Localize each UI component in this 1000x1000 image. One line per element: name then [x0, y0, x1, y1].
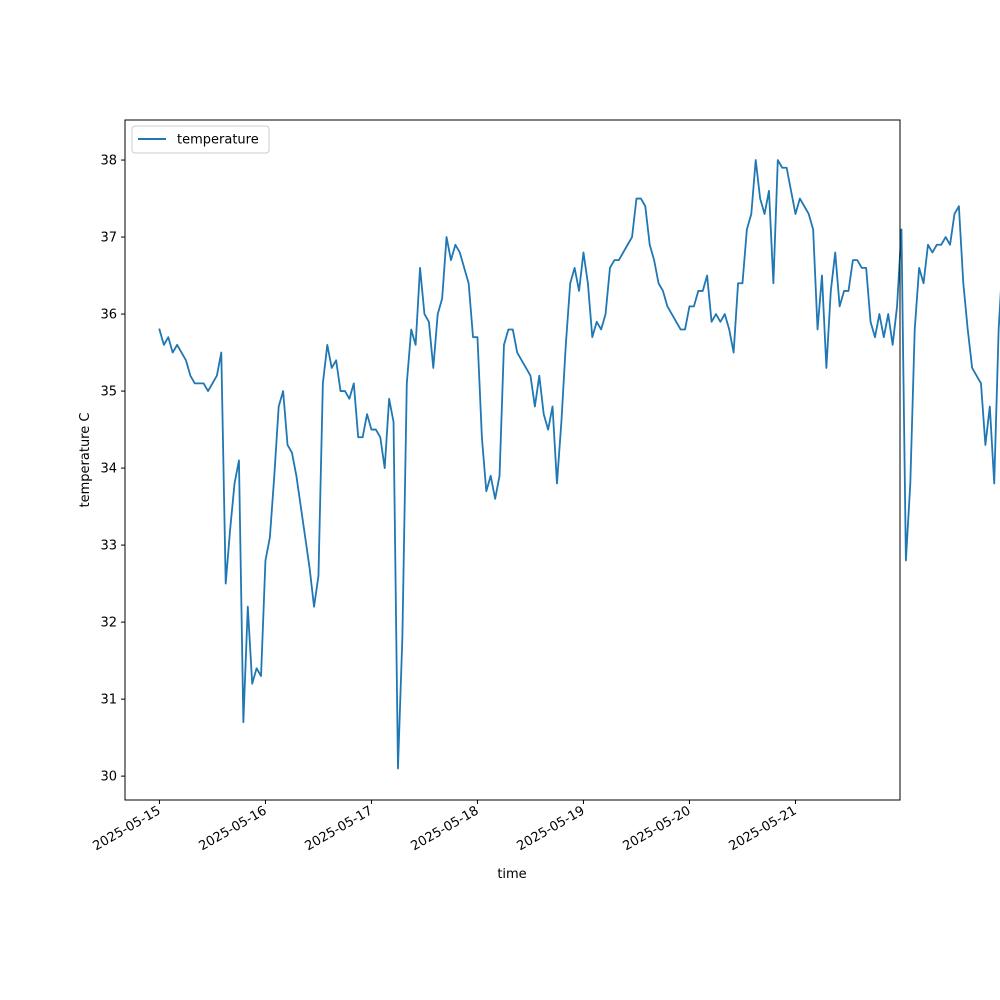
y-tick-label: 37: [100, 231, 117, 246]
series-layer: [158, 159, 1000, 770]
y-tick-label: 33: [100, 539, 117, 554]
y-tick-label: 36: [100, 308, 117, 323]
y-tick-label: 35: [100, 385, 117, 400]
legend: temperature: [131, 125, 270, 154]
series-line-0: [158, 159, 1000, 770]
x-axis-title: time: [497, 867, 526, 882]
y-tick-label: 34: [100, 462, 117, 477]
y-tick-label: 31: [100, 693, 117, 708]
y-tick-label: 32: [100, 616, 117, 631]
legend-box: [131, 125, 270, 154]
legend-label: temperature: [177, 133, 259, 148]
plot-frame: [124, 119, 901, 801]
plot-area: [125, 120, 900, 800]
y-axis: 30 31 32 33 34 35 36 37 38: [100, 154, 125, 785]
y-axis-title: temperature C: [78, 413, 93, 508]
y-tick-label: 38: [100, 154, 117, 169]
y-tick-label: 30: [100, 770, 117, 785]
